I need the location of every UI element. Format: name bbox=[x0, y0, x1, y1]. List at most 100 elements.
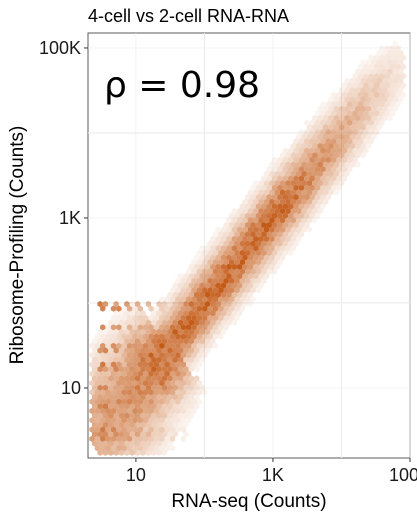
hex-bin bbox=[156, 440, 162, 447]
hex-bin bbox=[94, 370, 101, 377]
hex-bin bbox=[143, 407, 149, 415]
hex-bin bbox=[177, 319, 184, 326]
hex-bin bbox=[328, 105, 334, 112]
hex-bin bbox=[336, 91, 342, 98]
hex-bin bbox=[89, 380, 95, 387]
hex-bin bbox=[177, 412, 184, 419]
hex-bin bbox=[135, 319, 141, 326]
hex-bin bbox=[188, 403, 194, 410]
hex-bin bbox=[220, 310, 227, 317]
hex-bin bbox=[234, 212, 240, 219]
hex-bin bbox=[357, 73, 364, 80]
hex-bin bbox=[124, 431, 130, 438]
hex-bin bbox=[124, 347, 130, 354]
hex-bin bbox=[239, 203, 245, 210]
hex-bin bbox=[363, 73, 369, 80]
hex-bin bbox=[116, 426, 122, 433]
hex-bin bbox=[344, 124, 350, 131]
hex-bin bbox=[159, 370, 165, 377]
hex-bin bbox=[234, 277, 240, 284]
hex-bin bbox=[247, 245, 254, 252]
hex-bin bbox=[274, 217, 280, 224]
hex-bin bbox=[156, 347, 162, 354]
hex-bin bbox=[172, 431, 178, 438]
hex-bin bbox=[344, 152, 350, 159]
hex-bin bbox=[314, 110, 321, 117]
hex-bin bbox=[191, 333, 197, 340]
hex-bin bbox=[250, 231, 256, 238]
hex-bin bbox=[135, 375, 141, 382]
hex-bin bbox=[167, 421, 173, 428]
hex-bin bbox=[167, 347, 173, 354]
hex-bin bbox=[290, 226, 296, 233]
hex-bin bbox=[293, 175, 299, 182]
hex-bin bbox=[381, 59, 388, 66]
hex-bin bbox=[239, 287, 245, 294]
hex-bin bbox=[108, 384, 114, 391]
hex-bin bbox=[215, 235, 221, 243]
hex-bin bbox=[126, 389, 133, 396]
hex-bin bbox=[269, 198, 275, 205]
hex-bin bbox=[135, 356, 141, 363]
hex-bin bbox=[398, 77, 404, 84]
hex-bin bbox=[255, 231, 262, 238]
hex-bin bbox=[290, 161, 296, 168]
hex-bin bbox=[349, 124, 356, 131]
hex-bin bbox=[145, 328, 152, 335]
hex-bin bbox=[242, 263, 248, 270]
hex-bin bbox=[347, 138, 353, 145]
hex-bin bbox=[258, 282, 264, 289]
hex-bin bbox=[226, 226, 232, 233]
hex-bin bbox=[126, 324, 133, 331]
hex-bin bbox=[328, 189, 334, 196]
hex-bin bbox=[320, 110, 326, 117]
hex-bin bbox=[121, 426, 127, 433]
hex-bin bbox=[116, 324, 122, 331]
hex-bin bbox=[183, 319, 189, 326]
hex-bin bbox=[194, 273, 200, 280]
hex-bin bbox=[126, 314, 133, 322]
hex-bin bbox=[124, 375, 130, 382]
hex-bin bbox=[108, 421, 114, 428]
hex-bin bbox=[204, 263, 211, 270]
hex-bin bbox=[129, 328, 135, 335]
hex-bin bbox=[312, 198, 318, 205]
hex-bin bbox=[129, 310, 135, 317]
hex-bin bbox=[172, 403, 178, 410]
hex-bin bbox=[390, 54, 396, 61]
hex-bin bbox=[365, 124, 372, 131]
hex-bin bbox=[118, 328, 125, 335]
hex-bin bbox=[102, 384, 109, 391]
hex-bin bbox=[167, 403, 173, 410]
hex-bin bbox=[376, 96, 382, 103]
hex-bin bbox=[363, 119, 369, 126]
hex-bin bbox=[204, 319, 211, 326]
hex-bin bbox=[94, 380, 101, 387]
hex-bin bbox=[143, 370, 149, 377]
hex-bin bbox=[161, 421, 168, 428]
hex-bin bbox=[169, 445, 176, 452]
hex-bin bbox=[140, 319, 146, 326]
hex-bin bbox=[129, 384, 135, 391]
hex-bin bbox=[277, 259, 283, 266]
hex-bin bbox=[194, 310, 200, 317]
hex-bin bbox=[97, 300, 103, 308]
hex-bin bbox=[121, 445, 127, 452]
hex-bin bbox=[108, 328, 114, 335]
hex-bin bbox=[186, 277, 192, 284]
hex-bin bbox=[97, 366, 103, 373]
hex-bin bbox=[368, 128, 374, 136]
hex-bin bbox=[92, 393, 98, 401]
hex-bin bbox=[330, 147, 337, 154]
hex-bin bbox=[105, 435, 111, 442]
hex-bin bbox=[226, 254, 232, 261]
hex-bin bbox=[140, 310, 146, 317]
hex-bin bbox=[298, 231, 305, 238]
hex-bin bbox=[234, 305, 240, 312]
hex-bin bbox=[226, 235, 232, 243]
hex-bin bbox=[285, 226, 291, 233]
hex-bin bbox=[140, 393, 146, 401]
hex-bin bbox=[352, 110, 358, 117]
hex-bin bbox=[135, 431, 141, 438]
hex-bin bbox=[113, 449, 119, 456]
